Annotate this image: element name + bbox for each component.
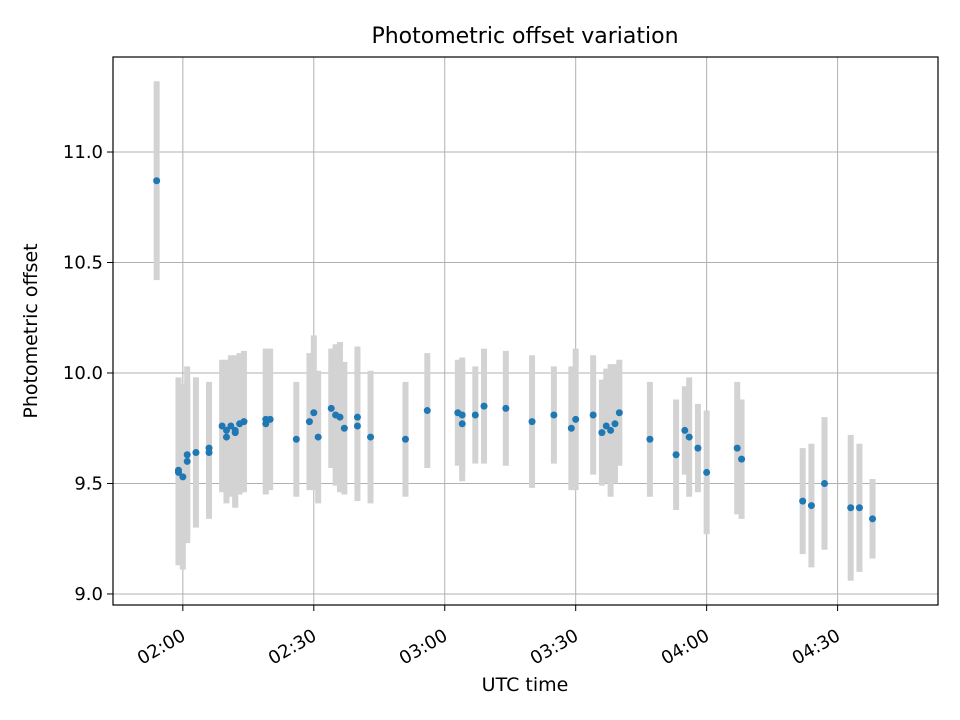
data-point [738,455,746,463]
data-point [855,504,863,512]
data-point [153,177,161,185]
data-point [183,457,191,465]
y-tick-label: 10.0 [63,363,103,384]
data-point [458,411,466,419]
y-axis-ticks: 9.0 9.5 10.0 10.5 11.0 [63,142,113,605]
data-point [327,404,335,412]
x-axis-ticks: 02:00 02:30 03:00 03:30 04:00 04:30 [134,605,844,669]
data-point [240,418,248,426]
data-points [153,177,877,523]
data-point [799,497,807,505]
data-point [685,433,693,441]
data-point [733,444,741,452]
data-point [423,407,431,415]
x-tick-label: 02:00 [134,625,189,669]
data-point [183,451,191,459]
data-point [807,502,815,510]
x-tick-label: 04:00 [658,625,713,669]
y-tick-label: 11.0 [63,142,103,163]
data-point [266,415,274,423]
x-tick-label: 04:30 [789,625,844,669]
data-point [340,424,348,432]
data-point [694,444,702,452]
data-point [480,402,488,410]
data-point [353,422,361,430]
y-tick-label: 10.5 [63,253,103,274]
data-point [567,424,575,432]
data-point [869,515,877,523]
data-point [607,426,615,434]
data-point [572,415,580,423]
data-point [458,420,466,428]
data-point [589,411,597,419]
data-point [502,404,510,412]
data-point [615,409,623,417]
data-point [218,422,226,430]
data-point [192,449,200,457]
data-point [227,422,235,430]
data-point [174,466,182,474]
data-point [550,411,558,419]
data-point [367,433,375,441]
plot-frame [112,56,939,606]
data-point [611,420,619,428]
data-point [703,468,711,476]
y-tick-label: 9.5 [74,473,103,494]
data-point [821,479,829,487]
data-point [222,426,230,434]
x-tick-label: 02:30 [265,625,320,669]
data-point [222,433,230,441]
data-point [598,429,606,437]
data-point [231,426,239,434]
x-tick-label: 03:30 [527,625,582,669]
data-point [205,444,213,452]
data-point [310,409,318,417]
data-point [672,451,680,459]
chart-title: Photometric offset variation [371,24,678,49]
data-point [292,435,300,443]
y-tick-label: 9.0 [74,584,103,605]
data-point [646,435,654,443]
x-tick-label: 03:00 [396,625,451,669]
data-point [179,473,187,481]
data-point [336,413,344,421]
data-point [353,413,361,421]
data-point [305,418,313,426]
data-point [847,504,855,512]
grid-lines [113,57,938,605]
data-point [528,418,536,426]
data-point [401,435,409,443]
error-bars [153,81,876,581]
data-point [314,433,322,441]
data-point [471,411,479,419]
x-axis-label: UTC time [482,674,569,696]
y-axis-label: Photometric offset [20,243,42,418]
data-point [602,422,610,430]
data-point [681,426,689,434]
